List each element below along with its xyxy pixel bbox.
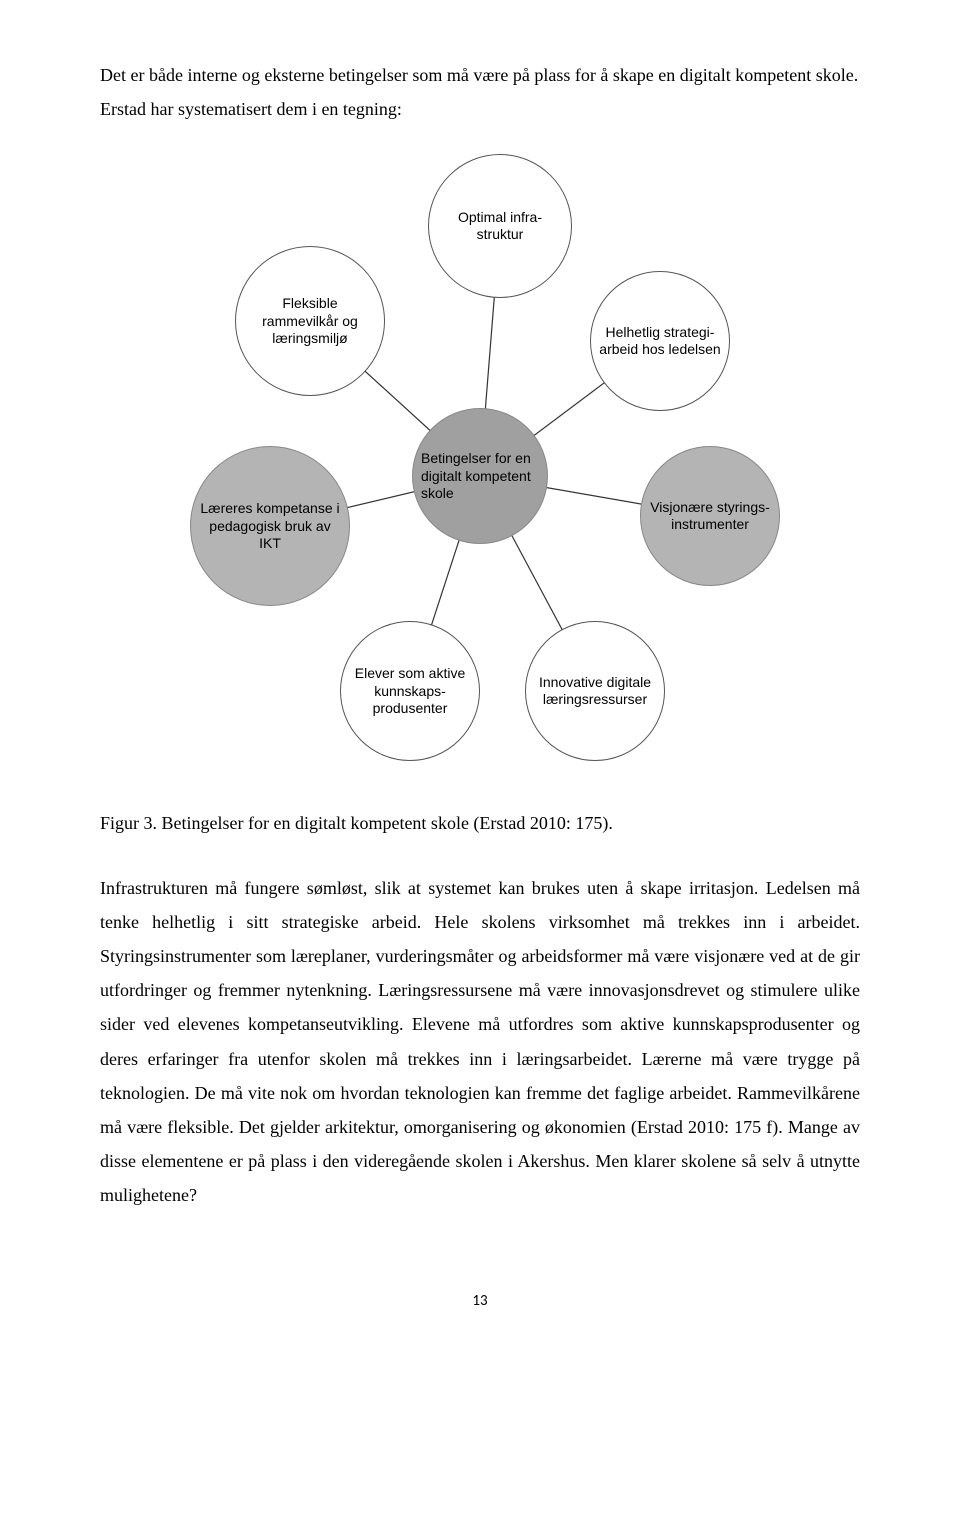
- diagram-node-ramme: Fleksible rammevilkår og læringsmiljø: [235, 246, 385, 396]
- diagram-node-strategi: Helhetlig strategi­arbeid hos ledelsen: [590, 271, 730, 411]
- diagram-node-styring: Visjonære styrings­instrumenter: [640, 446, 780, 586]
- body-paragraph: Infrastrukturen må fungere sømløst, slik…: [100, 871, 860, 1213]
- diagram-node-infra: Optimal infra­struktur: [428, 154, 572, 298]
- diagram-center-node: Betingelser for en digitalt kompetent sk…: [412, 408, 548, 544]
- intro-paragraph: Det er både interne og eksterne betingel…: [100, 58, 860, 126]
- diagram-node-elever: Elever som aktive kunnskaps­produsenter: [340, 621, 480, 761]
- page-number: 13: [100, 1292, 860, 1310]
- diagram-node-ressurser: Innovative digitale lærings­ressurser: [525, 621, 665, 761]
- document-page: Det er både interne og eksterne betingel…: [0, 0, 960, 1370]
- figure-caption: Figur 3. Betingelser for en digitalt kom…: [100, 806, 860, 840]
- diagram-node-laerere: Læreres kompetanse i pedagogisk bruk av …: [190, 446, 350, 606]
- concept-diagram: Optimal infra­strukturHelhetlig strategi…: [170, 146, 790, 786]
